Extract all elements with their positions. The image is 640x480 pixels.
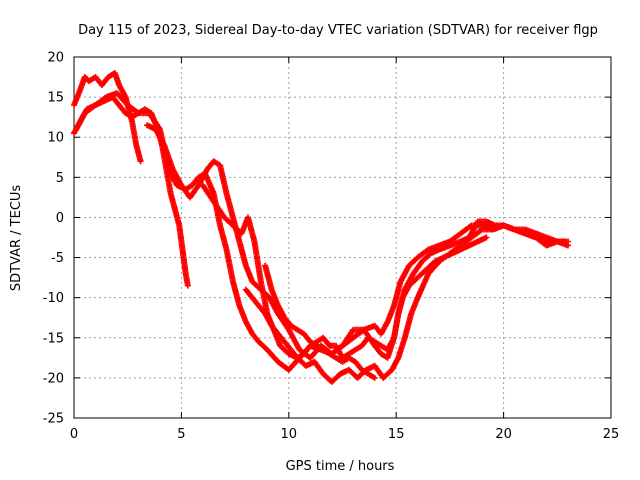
data-point — [371, 374, 378, 381]
data-point — [483, 234, 490, 241]
x-tick-label: 15 — [388, 427, 405, 442]
y-tick-label: -5 — [51, 251, 64, 266]
x-tick-label: 10 — [281, 427, 298, 442]
series-track-4 — [144, 122, 572, 361]
series-track-7 — [262, 262, 378, 381]
data-point — [137, 158, 144, 165]
y-tick-label: 0 — [56, 211, 64, 226]
data-point — [565, 238, 572, 245]
data-point — [184, 282, 191, 289]
y-tick-label: -20 — [43, 371, 64, 386]
y-tick-label: -25 — [43, 412, 64, 427]
x-tick-label: 20 — [495, 427, 512, 442]
chart-title: Day 115 of 2023, Sidereal Day-to-day VTE… — [78, 23, 598, 38]
series-track-5 — [199, 182, 572, 385]
y-tick-label: -15 — [43, 331, 64, 346]
ticks — [73, 56, 612, 419]
x-tick-label: 25 — [603, 427, 620, 442]
y-tick-labels: -25 -20 -15 -10 -5 0 5 10 15 20 — [43, 51, 64, 427]
x-tick-labels: 0 5 10 15 20 25 — [70, 427, 619, 442]
y-tick-label: -10 — [43, 291, 64, 306]
plot-frame — [73, 56, 612, 419]
x-axis-label: GPS time / hours — [286, 459, 395, 474]
y-tick-label: 10 — [47, 131, 64, 146]
y-tick-label: 15 — [47, 91, 64, 106]
x-tick-label: 0 — [70, 427, 78, 442]
y-tick-label: 20 — [47, 51, 64, 66]
data-points — [71, 70, 572, 385]
series-track-6 — [242, 234, 490, 361]
x-tick-label: 5 — [177, 427, 185, 442]
y-axis-label: SDTVAR / TECUs — [9, 185, 24, 292]
y-tick-label: 5 — [56, 171, 64, 186]
